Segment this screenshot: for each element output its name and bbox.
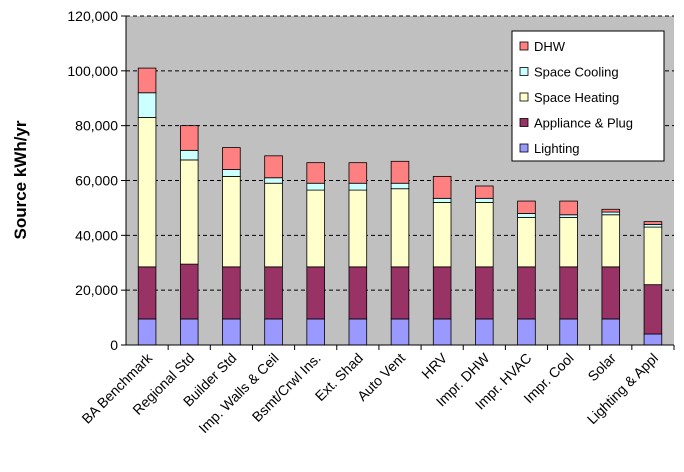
bar-segment xyxy=(264,155,283,179)
legend-label: Space Heating xyxy=(534,90,619,105)
bar-segment xyxy=(264,318,283,346)
legend-swatch xyxy=(519,41,529,51)
bar-segment xyxy=(432,197,452,203)
bar-segment xyxy=(390,188,410,268)
bar-segment xyxy=(475,197,494,203)
bar-segment xyxy=(264,182,283,268)
bar-segment xyxy=(559,217,578,268)
x-tick-label: Solar xyxy=(584,350,619,385)
bar-segment xyxy=(517,318,536,346)
bar-segment xyxy=(390,160,410,184)
bar-segment xyxy=(348,162,368,184)
legend-swatch xyxy=(519,118,529,127)
y-axis-label: Source kWh/yr xyxy=(11,120,30,239)
y-tick-label: 100,000 xyxy=(67,63,118,79)
bar-segment xyxy=(643,223,663,228)
legend-label: Lighting xyxy=(534,141,580,156)
axes xyxy=(121,15,675,350)
bar-segment xyxy=(390,266,410,320)
bar-segment xyxy=(137,92,157,118)
bar-segment xyxy=(559,318,578,346)
bar-segment xyxy=(517,217,536,268)
bar-segment xyxy=(559,266,578,320)
bar-segment xyxy=(601,211,621,216)
bar-segment xyxy=(475,318,494,346)
legend-label: Space Cooling xyxy=(534,65,619,80)
x-tick-label: HRV xyxy=(418,349,451,382)
bar-segment xyxy=(601,266,621,320)
bar-segment xyxy=(179,263,199,320)
bar-segment xyxy=(601,214,621,268)
bar-segment xyxy=(517,212,536,218)
legend: DHW Space Cooling Space Heating Appliance &… xyxy=(511,30,665,162)
bar-segment xyxy=(222,266,241,320)
bar-segment xyxy=(264,266,283,320)
bar-segment xyxy=(559,214,578,218)
bar-segment xyxy=(643,284,663,335)
bar-segment xyxy=(475,185,494,199)
bar-segment xyxy=(559,200,578,216)
bar-segment xyxy=(306,318,325,346)
legend-swatch xyxy=(519,67,529,76)
bar-segment xyxy=(432,202,452,268)
bar-segment xyxy=(179,318,199,346)
bar-segment xyxy=(137,266,157,320)
bar-segment xyxy=(432,266,452,320)
y-tick-label: 80,000 xyxy=(75,118,118,134)
bar-segment xyxy=(348,189,368,268)
bar-segment xyxy=(137,117,157,268)
bar-segment xyxy=(137,318,157,346)
bar-segment xyxy=(601,318,621,346)
y-tick-label: 120,000 xyxy=(67,8,118,24)
bar-segment xyxy=(306,266,325,320)
legend-box xyxy=(511,30,665,162)
bar-segment xyxy=(179,125,199,151)
bar-segment xyxy=(475,266,494,320)
bar-segment xyxy=(517,200,536,214)
bar-segment xyxy=(222,175,241,268)
bar-segment xyxy=(390,318,410,346)
bar-segment xyxy=(306,182,325,191)
bar-segment xyxy=(517,266,536,320)
bar-segment xyxy=(222,147,241,170)
bar-segment xyxy=(179,149,199,161)
y-tick-label: 0 xyxy=(110,337,118,353)
bar-segment xyxy=(306,162,325,184)
bar-segment xyxy=(601,208,621,213)
y-tick-labels: 0 20,000 40,000 60,000 80,000 100,000 120,000 xyxy=(67,8,118,353)
legend-swatch xyxy=(519,92,529,102)
bar-segment xyxy=(475,202,494,268)
bar-segment xyxy=(432,318,452,346)
bar-segment xyxy=(222,318,241,346)
legend-label: Appliance & Plug xyxy=(534,116,633,131)
legend-label: DHW xyxy=(534,39,566,54)
bar-segment xyxy=(643,226,663,286)
bar-segment xyxy=(390,182,410,190)
bar-segment xyxy=(264,177,283,184)
bar-segment xyxy=(643,221,663,225)
bar-segment xyxy=(137,67,157,94)
bar-segment xyxy=(348,318,368,346)
y-tick-label: 40,000 xyxy=(75,227,118,243)
bar-segment xyxy=(432,175,452,199)
bars xyxy=(137,67,663,346)
legend-swatch xyxy=(519,143,529,153)
x-tick-label: BA Benchmark xyxy=(78,349,155,426)
bar-segment xyxy=(643,333,663,346)
bar-segment xyxy=(222,169,241,177)
bar-segment xyxy=(348,182,368,191)
y-tick-label: 20,000 xyxy=(75,282,118,298)
y-tick-label: 60,000 xyxy=(75,173,118,189)
bar-segment xyxy=(306,189,325,268)
bar-segment xyxy=(348,266,368,320)
bar-segment xyxy=(179,159,199,265)
